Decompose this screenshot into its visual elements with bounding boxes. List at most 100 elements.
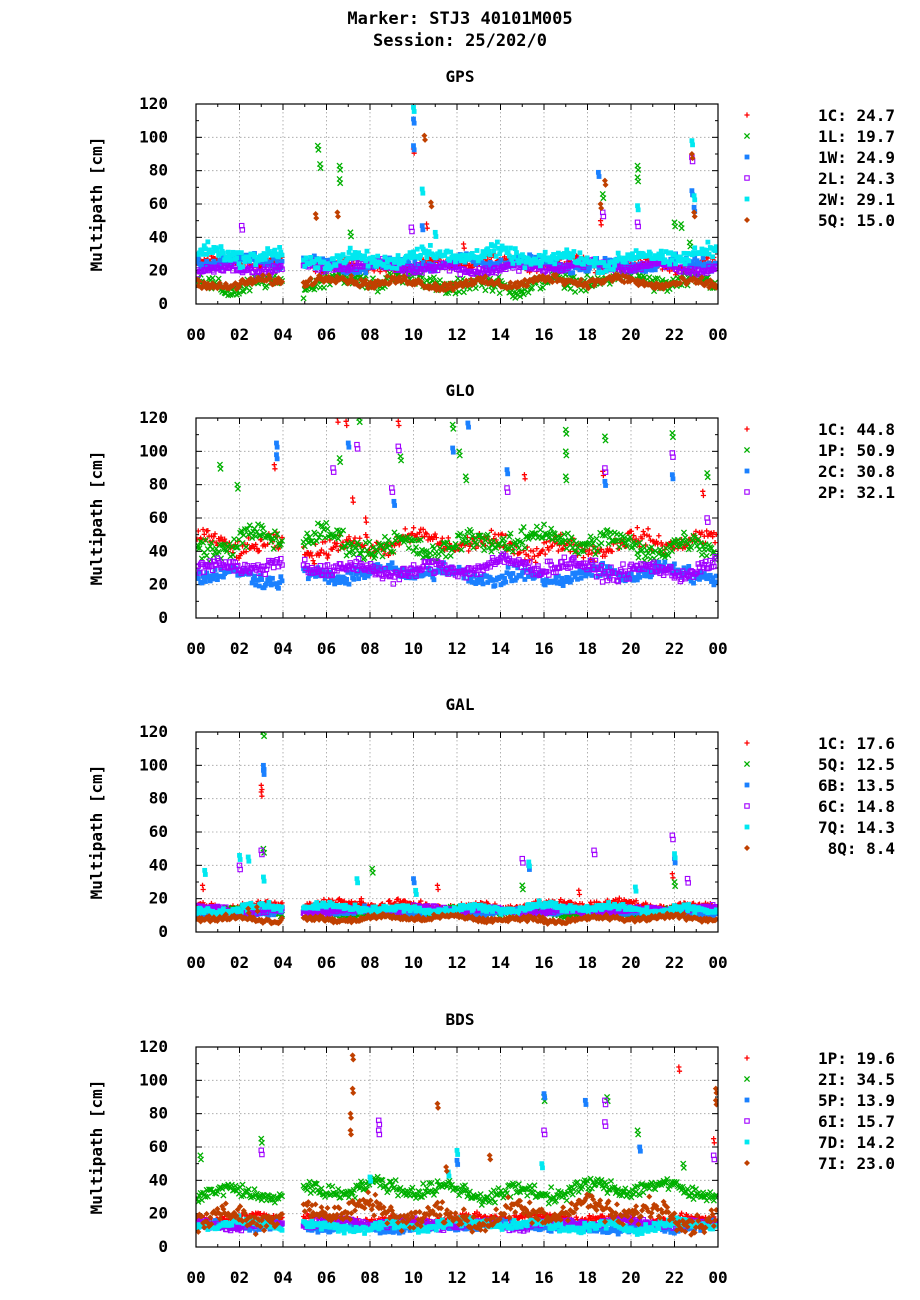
point-1p (500, 535, 507, 542)
point-2w (481, 254, 487, 260)
point-2c (349, 570, 354, 576)
point-2w (264, 253, 269, 259)
point-1c (603, 549, 609, 555)
point-2c (578, 575, 584, 581)
point-2c-spike (504, 467, 510, 473)
point-2c (691, 580, 696, 586)
point-2c (581, 570, 586, 576)
point-1p (374, 548, 381, 555)
point-1c-spike (700, 488, 706, 494)
point-2p (354, 567, 361, 574)
point-2w-spike (691, 193, 697, 199)
point-1c (279, 534, 285, 541)
point-5q-spike (313, 215, 320, 222)
point-1l (539, 284, 546, 291)
point-2c (266, 575, 272, 581)
point-5q-spike (335, 213, 342, 220)
point-2w (393, 258, 399, 263)
legend-marker (743, 446, 751, 454)
point-1p (444, 539, 451, 546)
point-2w (447, 258, 452, 263)
point-1l (430, 274, 438, 281)
point-2c (576, 570, 582, 576)
point-2w (505, 250, 511, 256)
point-1p (223, 548, 231, 555)
point-2w (713, 244, 718, 250)
point-1p (634, 550, 641, 557)
point-1c (316, 552, 322, 559)
point-2w (522, 265, 528, 271)
point-2c (215, 577, 220, 583)
point-2w (515, 258, 521, 263)
point-2l (257, 264, 264, 270)
point-1p (369, 544, 376, 551)
point-1c (710, 534, 716, 540)
x-tick-label: 06 (317, 953, 336, 972)
point-2w (411, 249, 417, 255)
point-1c (534, 546, 540, 552)
point-2w (453, 259, 458, 265)
point-2w (581, 261, 586, 267)
point-1p (372, 552, 379, 559)
point-2c (634, 577, 640, 583)
point-2w (225, 249, 231, 255)
point-2w (328, 264, 334, 270)
panel-title: GLO (446, 381, 475, 400)
point-2c (514, 575, 519, 581)
point-2w-spike (420, 190, 426, 196)
point-1w (471, 259, 476, 264)
point-2p (599, 579, 606, 585)
point-2w (204, 251, 210, 257)
point-1c (236, 555, 242, 561)
session-title: Session: 25/202/0 (373, 31, 547, 51)
point-1p (355, 541, 362, 548)
point-1c-spike (271, 462, 277, 468)
point-2w (331, 256, 336, 261)
point-1p (688, 544, 695, 551)
point-2c (479, 577, 485, 582)
point-1p (568, 534, 575, 541)
point-1l-spike (317, 165, 324, 172)
point-2p (372, 571, 379, 578)
point-1p (457, 530, 464, 537)
point-2w (238, 250, 244, 256)
point-1c (499, 531, 505, 537)
point-5q-spike (688, 151, 695, 157)
point-1w (357, 269, 363, 275)
point-1c (420, 526, 426, 532)
point-2w (427, 242, 433, 248)
point-1c (431, 534, 437, 540)
point-1w (274, 258, 280, 264)
point-1p (469, 533, 476, 540)
point-5q (652, 285, 659, 292)
point-2w (396, 261, 402, 267)
point-1p (537, 526, 544, 533)
y-tick-label: 40 (149, 855, 168, 874)
point-2c-spike (392, 503, 397, 508)
point-2w (417, 255, 422, 261)
point-2w-spike (690, 142, 695, 148)
point-2c (475, 580, 481, 585)
point-2c (697, 576, 702, 582)
point-2c (354, 570, 360, 576)
point-1l (517, 293, 524, 300)
point-2p (413, 573, 419, 579)
point-1w (271, 255, 277, 261)
point-2w (493, 253, 499, 259)
point-1p (203, 552, 210, 559)
point-1p (256, 532, 263, 539)
point-2w (673, 261, 678, 267)
x-tick-label: 00 (186, 639, 205, 658)
point-2w (362, 253, 367, 259)
point-2w (255, 257, 261, 263)
point-1c (712, 540, 718, 546)
point-2c-spike (274, 444, 280, 450)
point-2w (228, 257, 233, 263)
point-2c (686, 564, 692, 569)
point-2w (240, 264, 245, 270)
point-1p (255, 521, 262, 528)
point-2w (350, 252, 355, 258)
point-2w (657, 256, 663, 262)
point-2w (315, 265, 321, 271)
